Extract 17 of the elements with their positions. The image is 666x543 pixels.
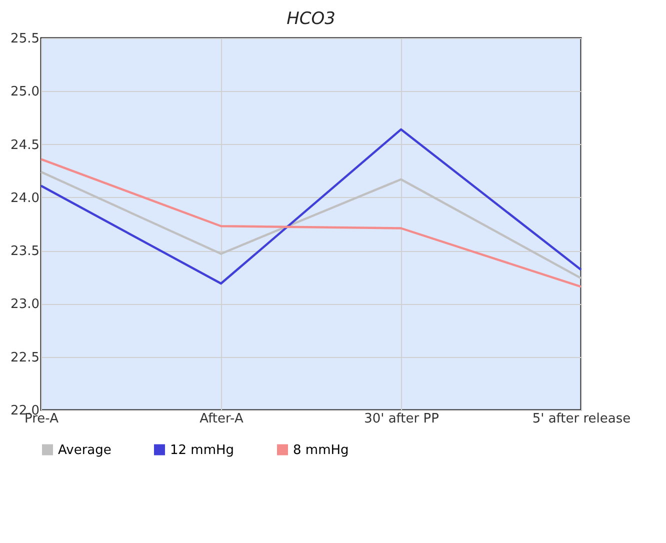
y-tick-label: 25.5 xyxy=(10,32,40,46)
y-tick-label: 22.5 xyxy=(10,350,40,366)
chart-title: HCO3 xyxy=(286,9,336,29)
legend-label: 8 mmHg xyxy=(293,442,349,458)
y-tick-label: 23.0 xyxy=(10,297,40,312)
line-series xyxy=(40,158,582,288)
y-tick-label: 25.0 xyxy=(10,84,40,100)
y-tick-label: 23.5 xyxy=(10,244,40,260)
x-tick-label: 30' after PP xyxy=(364,412,440,426)
y-tick-label: 24.0 xyxy=(10,190,40,206)
legend-label: Average xyxy=(58,442,112,458)
legend-label: 12 mmHg xyxy=(170,442,234,458)
line-series xyxy=(40,170,582,280)
x-tick-label: 5' after release xyxy=(532,412,631,426)
line-series xyxy=(40,128,582,285)
y-tick-label: 24.5 xyxy=(10,138,40,153)
x-tick-label: After-A xyxy=(200,412,244,426)
